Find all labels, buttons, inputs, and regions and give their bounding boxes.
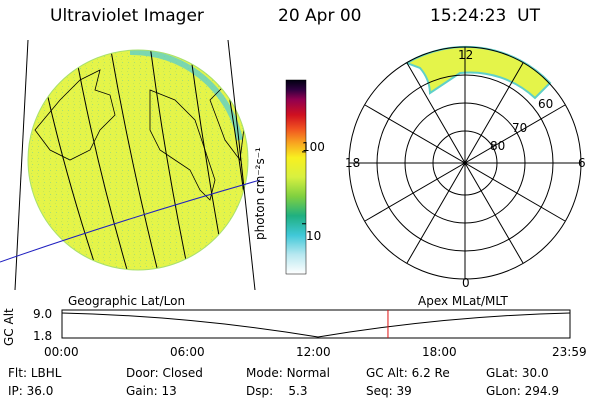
- glon-value: 294.9: [524, 384, 559, 398]
- colorbar: [285, 79, 307, 275]
- x-tick-0000: 00:00: [44, 345, 79, 359]
- colorbar-tick-100: 100: [302, 140, 325, 154]
- colorbar-unit-label: photon cm⁻²s⁻¹: [253, 147, 267, 240]
- gc-alt-field: GC Alt: 6.2 Re: [366, 366, 450, 380]
- alt-tick-9: 9.0: [33, 307, 53, 321]
- alt-ylabel: GC Alt: [2, 308, 16, 346]
- door-value: Closed: [162, 366, 203, 380]
- glat-label: GLat:: [486, 366, 519, 380]
- seq-field: Seq: 39: [366, 384, 412, 398]
- colorbar-gradient: [285, 79, 307, 275]
- door-field: Door: Closed: [126, 366, 203, 380]
- gc-alt-label: GC Alt:: [366, 366, 408, 380]
- lat-label-60: 60: [538, 97, 554, 111]
- mlt-label-0: 0: [462, 276, 470, 290]
- ip-label: IP:: [8, 384, 23, 398]
- colorbar-tick-10: 10: [306, 229, 322, 243]
- x-tick-1200: 12:00: [296, 345, 331, 359]
- mode-value: Normal: [286, 366, 330, 380]
- glat-value: 30.0: [521, 366, 549, 380]
- lat-label-70: 70: [512, 121, 528, 135]
- alt-tick-1-8: 1.8: [33, 329, 53, 343]
- glat-field: GLat: 30.0: [486, 366, 549, 380]
- dsp-label: Dsp:: [246, 384, 274, 398]
- altitude-strip-frame: [61, 309, 571, 339]
- geographic-map: [0, 40, 260, 290]
- glon-field: GLon: 294.9: [486, 384, 559, 398]
- gain-value: 13: [161, 384, 177, 398]
- filter-field: Flt: LBHL: [8, 366, 61, 380]
- gc-alt-value: 6.2 Re: [411, 366, 450, 380]
- ip-field: IP: 36.0: [8, 384, 53, 398]
- gain-label: Gain:: [126, 384, 158, 398]
- time-label: 15:24:23 UT: [430, 6, 540, 26]
- dsp-value: 5.3: [288, 384, 308, 398]
- glon-label: GLon:: [486, 384, 521, 398]
- filter-value: LBHL: [30, 366, 62, 380]
- mlt-label-12: 12: [458, 48, 474, 62]
- mode-label: Mode:: [246, 366, 283, 380]
- mlt-label-18: 18: [345, 156, 361, 170]
- altitude-curve: [61, 312, 571, 338]
- filter-label: Flt:: [8, 366, 27, 380]
- door-label: Door:: [126, 366, 159, 380]
- geographic-panel-label: Geographic Lat/Lon: [68, 294, 186, 308]
- x-tick-2359: 23:59: [552, 345, 587, 359]
- x-tick-1800: 18:00: [422, 345, 457, 359]
- altitude-strip: [61, 309, 571, 339]
- polar-panel-label: Apex MLat/MLT: [418, 294, 508, 308]
- mlt-label-6: 6: [578, 156, 586, 170]
- gain-field: Gain: 13: [126, 384, 177, 398]
- date-label: 20 Apr 00: [278, 6, 362, 26]
- lat-label-80: 80: [490, 139, 506, 153]
- seq-label: Seq:: [366, 384, 393, 398]
- polar-plot: [348, 45, 582, 280]
- mode-field: Mode: Normal: [246, 366, 330, 380]
- instrument-title: Ultraviolet Imager: [50, 6, 204, 26]
- x-tick-0600: 06:00: [170, 345, 205, 359]
- seq-value: 39: [396, 384, 412, 398]
- dsp-field: Dsp: 5.3: [246, 384, 308, 398]
- ip-value: 36.0: [26, 384, 54, 398]
